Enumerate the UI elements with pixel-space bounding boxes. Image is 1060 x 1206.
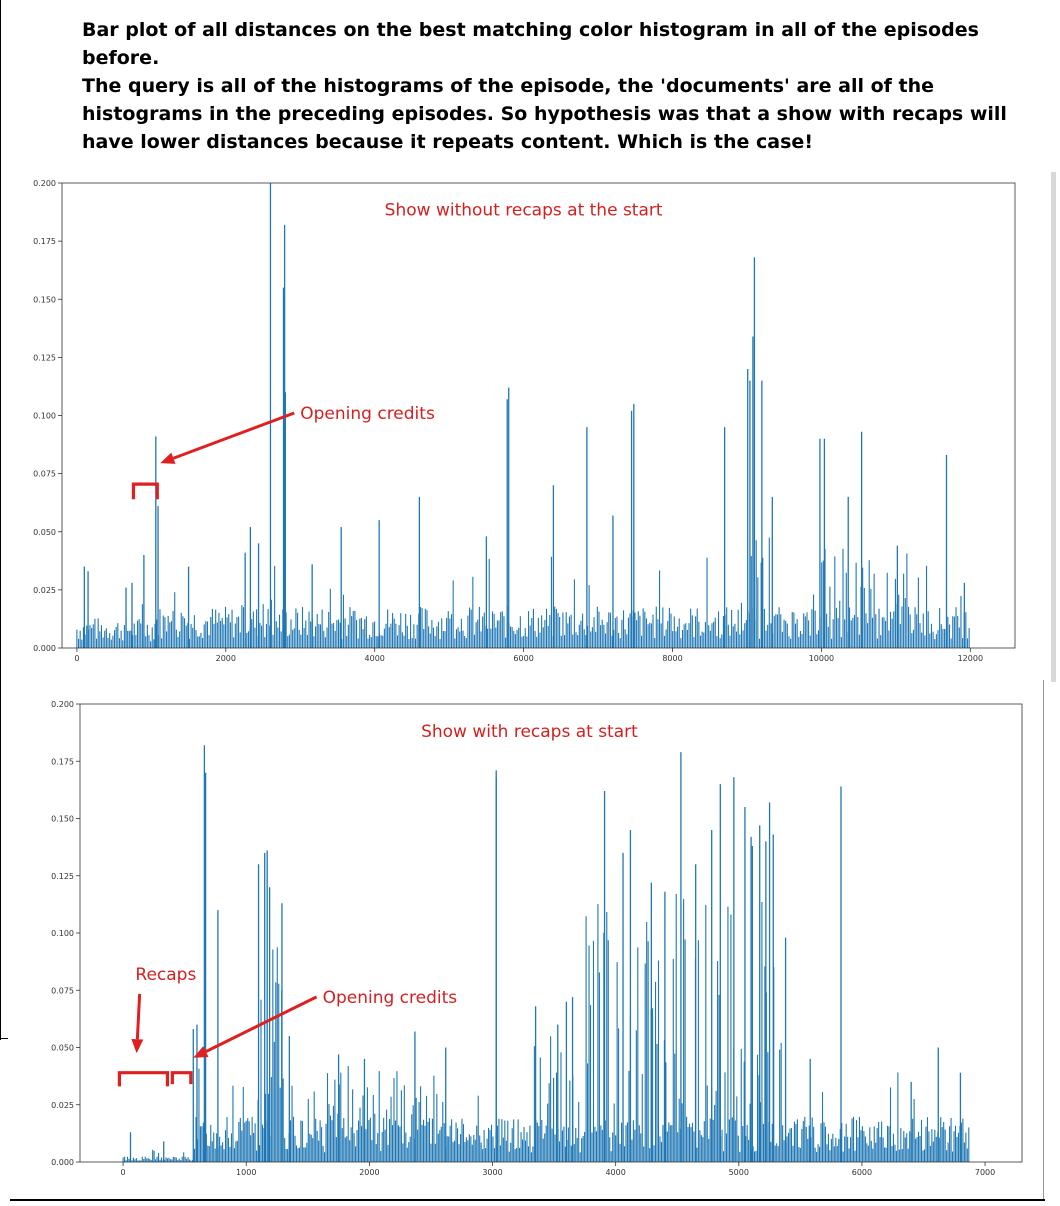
x-tick-label: 2000 xyxy=(359,1168,379,1177)
frame-edge xyxy=(1043,680,1044,1200)
x-tick-label: 12000 xyxy=(958,654,983,663)
y-tick-label: 0.025 xyxy=(33,586,56,595)
annotation-label: Recaps xyxy=(135,965,196,985)
x-tick-label: 6000 xyxy=(852,1168,872,1177)
bracket-marker xyxy=(117,1071,170,1087)
y-tick-label: 0.150 xyxy=(51,815,74,824)
x-tick-label: 4000 xyxy=(605,1168,625,1177)
y-tick-label: 0.200 xyxy=(51,700,74,709)
annotation-label: Show with recaps at start xyxy=(421,722,638,742)
y-tick-label: 0.150 xyxy=(33,295,56,304)
y-tick-label: 0.200 xyxy=(33,179,56,188)
x-tick-label: 1000 xyxy=(236,1168,256,1177)
page-border-bottom xyxy=(10,1199,1045,1201)
y-tick-label: 0.175 xyxy=(33,237,56,246)
annotation-label: Show without recaps at the start xyxy=(385,201,663,221)
y-tick-label: 0.050 xyxy=(51,1044,74,1053)
annotation-label: Opening credits xyxy=(323,988,458,1008)
y-tick-label: 0.000 xyxy=(33,644,56,653)
scroll-edge xyxy=(1051,172,1056,682)
y-tick-label: 0.125 xyxy=(51,872,74,881)
bar-series xyxy=(76,183,970,648)
y-tick-label: 0.000 xyxy=(51,1158,74,1167)
x-tick-label: 4000 xyxy=(365,654,385,663)
x-tick-label: 5000 xyxy=(729,1168,749,1177)
arrow-shaft xyxy=(135,993,142,1040)
annotation-label: Opening credits xyxy=(300,404,435,424)
y-tick-label: 0.050 xyxy=(33,528,56,537)
arrow-head xyxy=(160,452,176,464)
bar-series xyxy=(122,745,970,1162)
arrow-shaft xyxy=(172,411,295,460)
y-tick-label: 0.100 xyxy=(33,412,56,421)
chart-without-recaps: 0.000 0.025 0.050 0.075 0.100 0.125 0.150 0.175… xyxy=(33,179,1016,663)
arrow-head xyxy=(131,1038,144,1054)
x-tick-label: 3000 xyxy=(482,1168,502,1177)
bracket-marker xyxy=(170,1071,193,1085)
y-tick-label: 0.025 xyxy=(51,1101,74,1110)
caption-description: The query is all of the histograms of th… xyxy=(82,75,1007,153)
bracket-marker xyxy=(131,482,159,500)
x-tick-label: 2000 xyxy=(216,654,236,663)
arrow-head xyxy=(193,1046,209,1058)
x-tick-label: 6000 xyxy=(513,654,533,663)
x-tick-label: 10000 xyxy=(809,654,834,663)
y-tick-label: 0.175 xyxy=(51,757,74,766)
y-tick-label: 0.100 xyxy=(51,929,74,938)
y-tick-label: 0.075 xyxy=(51,986,74,995)
y-tick-label: 0.125 xyxy=(33,353,56,362)
y-tick-label: 0.075 xyxy=(33,470,56,479)
page-border-tick xyxy=(0,1038,8,1039)
x-tick-label: 0 xyxy=(121,1168,126,1177)
x-tick-label: 7000 xyxy=(975,1168,995,1177)
caption-title: Bar plot of all distances on the best ma… xyxy=(82,19,979,69)
x-tick-label: 0 xyxy=(74,654,79,663)
arrow-shaft xyxy=(205,995,318,1053)
x-tick-label: 8000 xyxy=(662,654,682,663)
page-border-left xyxy=(0,0,1,1040)
